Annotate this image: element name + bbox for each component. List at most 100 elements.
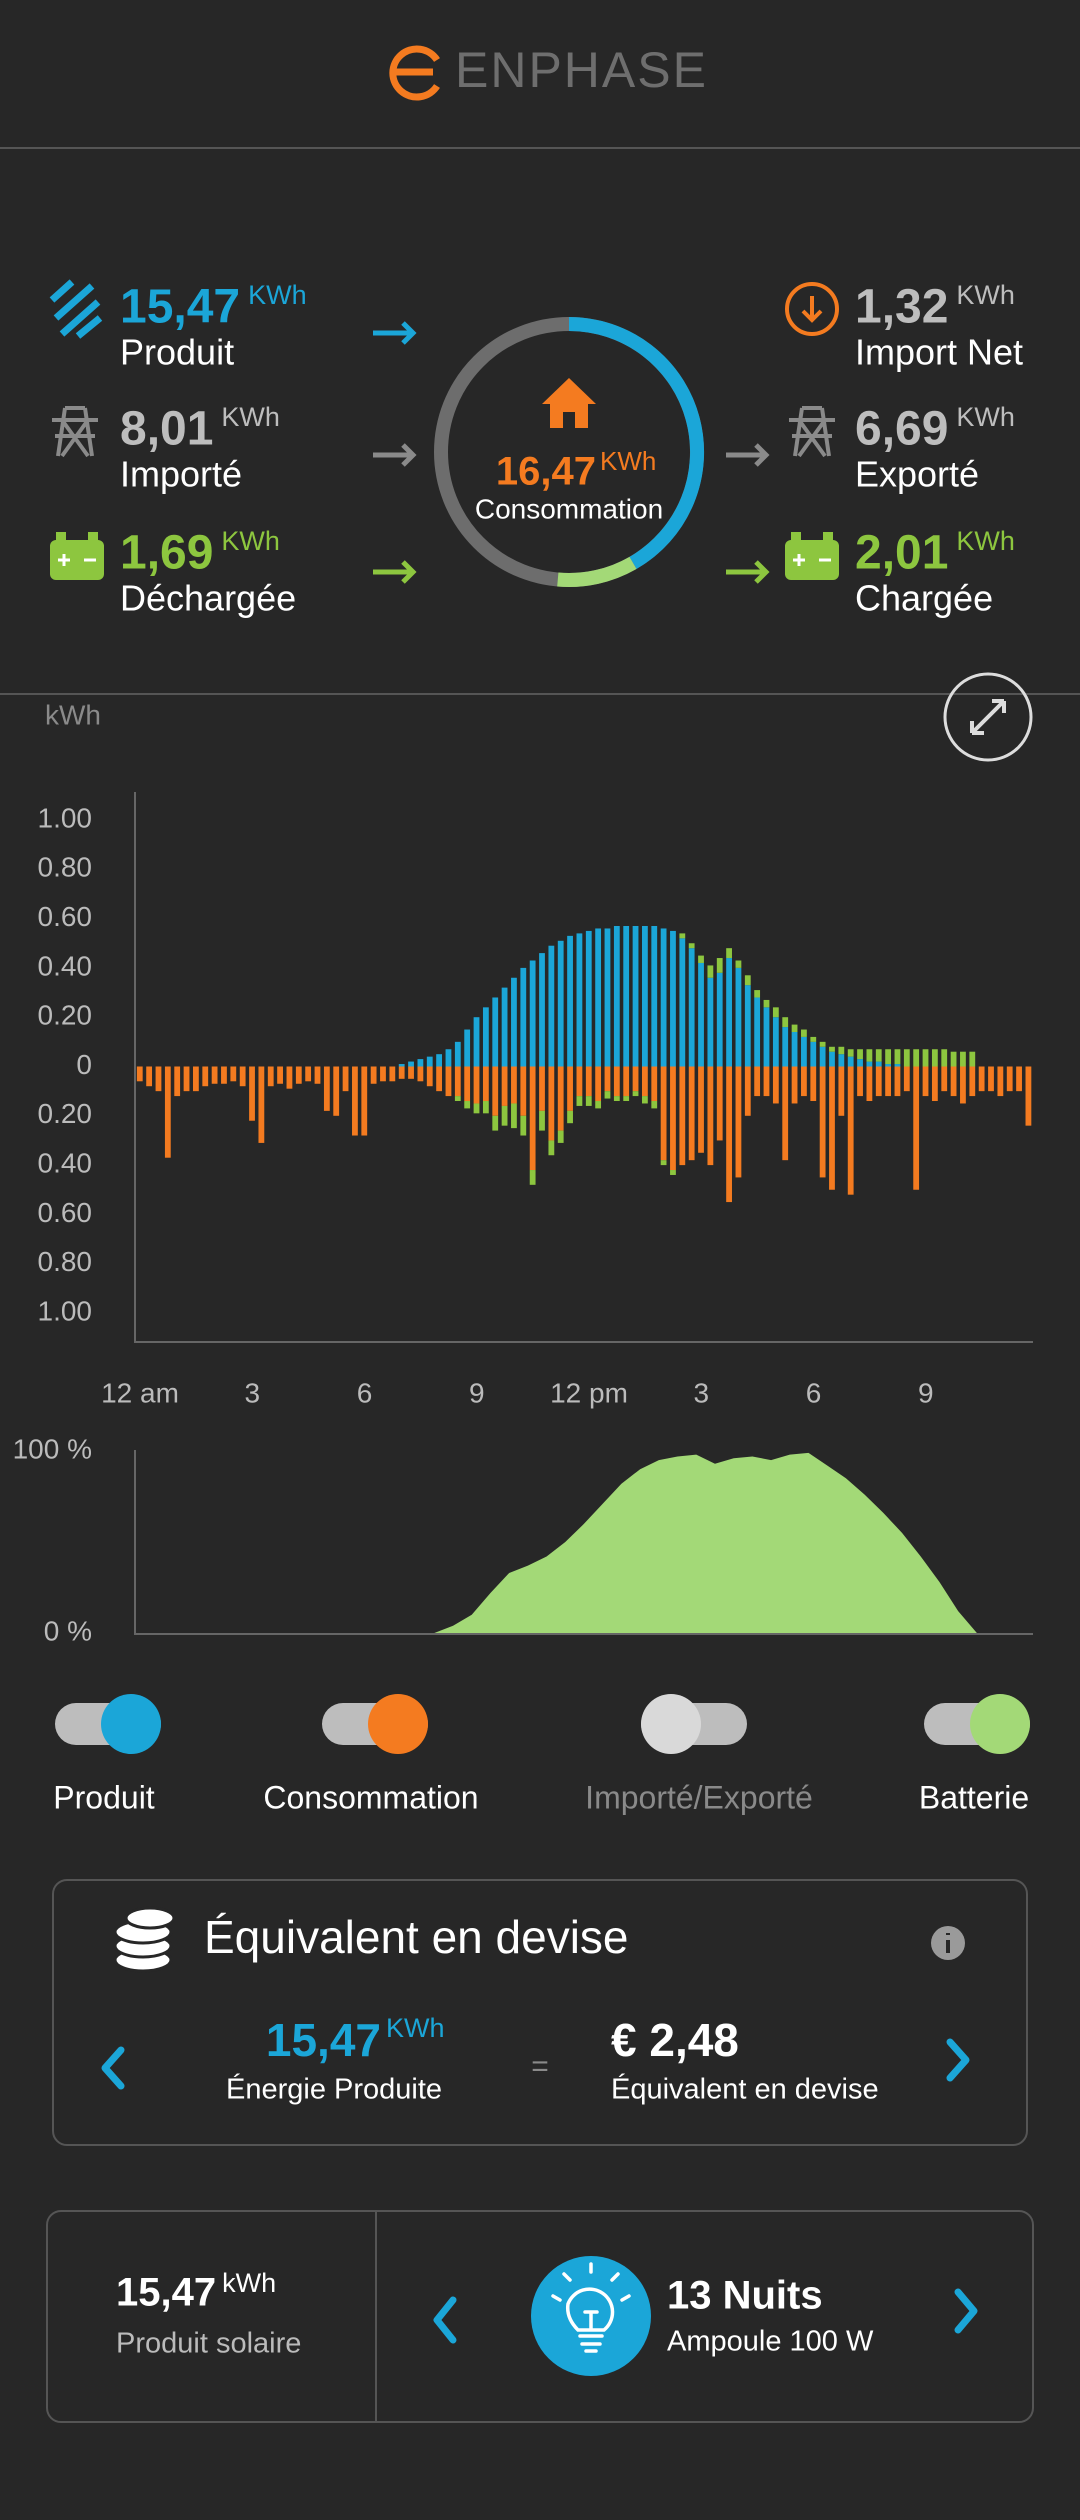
button-ring[interactable] <box>943 672 1033 762</box>
battery-icon <box>50 532 104 580</box>
bar <box>436 1066 443 1092</box>
bar <box>576 933 583 1067</box>
bar <box>501 1066 508 1106</box>
bar <box>342 1066 349 1092</box>
y-tick-label: 0.60 <box>38 1197 93 1228</box>
summary-value: 1,32 <box>855 281 948 334</box>
bar <box>183 1066 190 1092</box>
bar <box>866 1049 873 1062</box>
bar <box>286 1066 293 1089</box>
home-icon <box>542 378 596 428</box>
toggle-knob[interactable] <box>101 1694 161 1754</box>
equivalence-card <box>46 2210 1034 2423</box>
bar <box>969 1051 976 1067</box>
info-icon[interactable] <box>931 1926 965 1960</box>
center-value: 16,47 <box>496 450 596 494</box>
bar <box>557 1066 564 1131</box>
bar <box>464 1101 471 1109</box>
bar <box>735 1066 742 1178</box>
bar <box>894 1049 901 1065</box>
bar <box>473 1103 480 1114</box>
bar <box>847 1049 854 1057</box>
summary-label: Produit <box>120 332 234 373</box>
bar <box>482 1007 489 1067</box>
bar <box>969 1066 976 1097</box>
consumption-ring <box>434 317 705 587</box>
bar <box>950 1066 957 1097</box>
bar <box>660 1160 667 1166</box>
bar <box>164 1066 171 1158</box>
toggle-knob[interactable] <box>641 1694 701 1754</box>
summary-unit: KWh <box>248 280 307 310</box>
bar <box>857 1066 863 1097</box>
solar-value: 15,47 <box>116 2271 216 2315</box>
bar <box>202 1066 209 1087</box>
bar <box>221 1066 227 1084</box>
coins-icon <box>113 1906 176 1973</box>
bar <box>426 1056 433 1067</box>
icon-line <box>59 299 101 337</box>
bar <box>941 1066 948 1092</box>
legend-label: Importé/Exporté <box>585 1779 813 1815</box>
bar <box>389 1066 396 1082</box>
bar <box>707 1066 714 1166</box>
bar <box>960 1051 966 1067</box>
bar <box>688 948 695 1067</box>
bar <box>529 1066 536 1171</box>
bar <box>772 1066 779 1104</box>
bar <box>501 987 508 1067</box>
bar <box>791 1031 798 1067</box>
bar <box>155 1066 162 1092</box>
bar <box>352 1066 358 1136</box>
bar <box>903 1066 910 1092</box>
icon-sign <box>793 554 831 566</box>
bar <box>829 1051 835 1067</box>
bar <box>698 962 704 1067</box>
bar <box>408 1061 414 1067</box>
bar <box>380 1066 386 1082</box>
bar <box>211 1066 218 1084</box>
toggle-knob[interactable] <box>970 1694 1030 1754</box>
bar <box>146 1066 153 1087</box>
next-button[interactable] <box>954 2288 978 2334</box>
bar <box>866 1061 873 1067</box>
bar <box>417 1059 424 1067</box>
bar <box>454 1096 461 1102</box>
summary-value: 2,01 <box>855 527 948 580</box>
next-button[interactable] <box>946 2038 970 2082</box>
bar <box>763 1007 770 1067</box>
bar <box>754 997 761 1067</box>
icon-post <box>56 532 66 540</box>
bar <box>539 953 545 1067</box>
bar <box>529 1170 536 1185</box>
solar-unit: kWh <box>222 2268 276 2298</box>
bar <box>492 1115 499 1131</box>
button-icon[interactable] <box>970 699 1006 735</box>
bar <box>632 1066 639 1092</box>
toggle-knob[interactable] <box>368 1694 428 1754</box>
bar <box>707 977 714 1067</box>
prev-button[interactable] <box>433 2296 457 2344</box>
icon-line <box>49 279 75 303</box>
legend-label: Consommation <box>263 1779 478 1815</box>
bar <box>716 958 723 973</box>
bar <box>885 1066 892 1097</box>
bar <box>801 1036 807 1067</box>
bar <box>894 1066 901 1097</box>
arrow <box>373 560 417 584</box>
prev-button[interactable] <box>101 2046 125 2090</box>
bar <box>295 1066 302 1084</box>
bar <box>726 1066 732 1203</box>
bar <box>641 1096 648 1104</box>
bar <box>520 967 527 1067</box>
bar <box>819 1046 826 1067</box>
bar <box>988 1066 994 1092</box>
icon-path <box>52 406 98 458</box>
bar <box>417 1066 424 1082</box>
bar <box>436 1054 443 1067</box>
expand-button[interactable] <box>943 672 1033 762</box>
bar <box>239 1066 246 1087</box>
bar <box>445 1066 452 1097</box>
arrow <box>373 443 417 467</box>
